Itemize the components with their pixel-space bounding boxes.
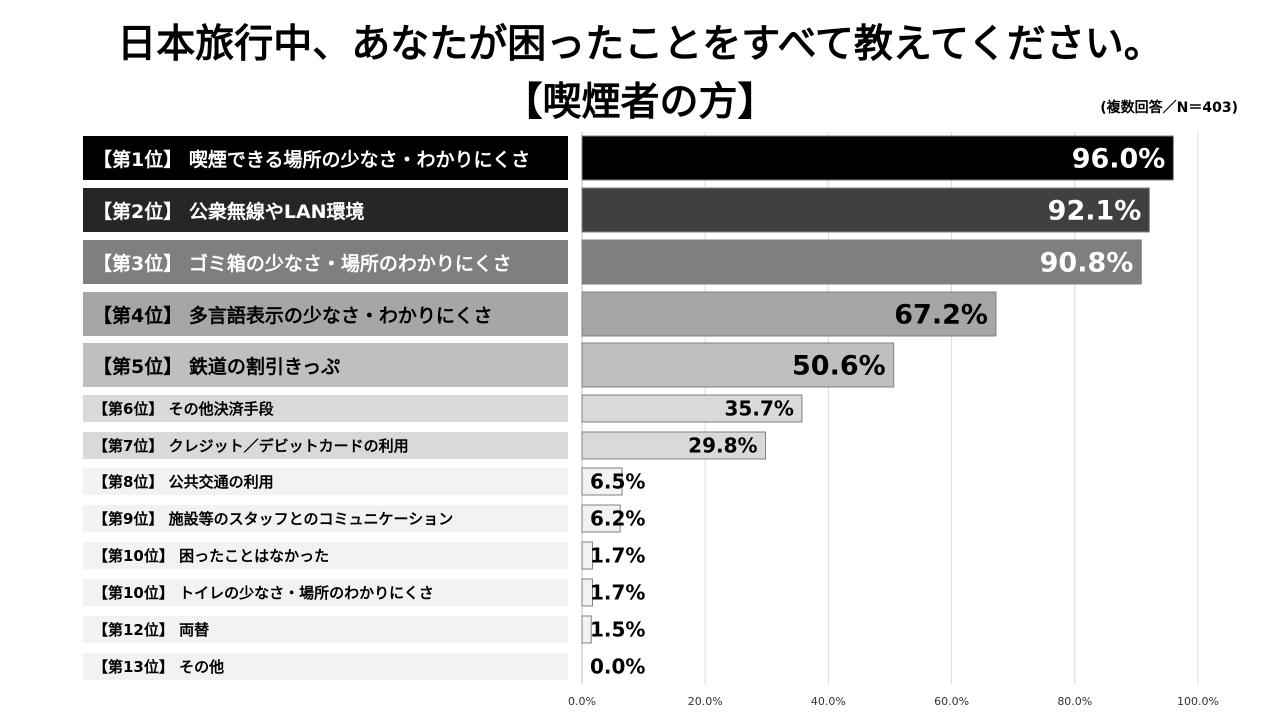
bar <box>581 431 767 460</box>
bar-value-label: 6.5% <box>590 470 645 494</box>
category-label: 【第1位】 喫煙できる場所の少なさ・わかりにくさ <box>83 136 568 180</box>
bar <box>581 504 621 533</box>
bar-value-label: 1.7% <box>590 581 645 605</box>
category-label: 【第5位】 鉄道の割引きっぷ <box>83 343 568 387</box>
x-tick-label: 0.0% <box>568 695 596 708</box>
bar-value-label: 92.1% <box>1048 196 1142 227</box>
category-label: 【第9位】 施設等のスタッフとのコミュニケーション <box>83 505 568 532</box>
category-label: 【第2位】 公衆無線やLAN環境 <box>83 188 568 232</box>
bar <box>581 187 1150 233</box>
bar-value-label: 1.5% <box>590 618 645 642</box>
x-tick-label: 20.0% <box>688 695 723 708</box>
category-label: 【第12位】 両替 <box>83 616 568 643</box>
category-label: 【第8位】 公共交通の利用 <box>83 468 568 495</box>
category-label: 【第3位】 ゴミ箱の少なさ・場所のわかりにくさ <box>83 240 568 284</box>
bar-value-label: 1.7% <box>590 544 645 568</box>
category-label: 【第7位】 クレジット／デビットカードの利用 <box>83 432 568 459</box>
x-tick-label: 40.0% <box>811 695 846 708</box>
category-label: 【第13位】 その他 <box>83 653 568 680</box>
bar <box>581 615 592 644</box>
chart-title: 日本旅行中、あなたが困ったことをすべて教えてください。 <box>117 22 1163 67</box>
bar-value-label: 50.6% <box>792 351 886 382</box>
chart-subtitle: 【喫煙者の方】 <box>503 80 777 125</box>
bar <box>581 394 803 423</box>
bar-value-label: 96.0% <box>1072 144 1166 175</box>
x-tick-label: 80.0% <box>1057 695 1092 708</box>
bar-value-label: 90.8% <box>1040 248 1134 279</box>
bar-value-label: 35.7% <box>725 397 794 421</box>
bar <box>581 342 895 388</box>
bar-value-label: 29.8% <box>688 434 757 458</box>
sample-note: (複数回答／N＝403) <box>1100 100 1238 116</box>
bar <box>581 467 623 496</box>
bar <box>581 541 593 570</box>
bar-value-label: 0.0% <box>590 655 645 679</box>
category-label: 【第4位】 多言語表示の少なさ・わかりにくさ <box>83 292 568 336</box>
bar-value-label: 6.2% <box>590 507 645 531</box>
category-label: 【第6位】 その他決済手段 <box>83 395 568 422</box>
x-tick-label: 60.0% <box>934 695 969 708</box>
bar <box>581 135 1174 181</box>
bar <box>581 291 997 337</box>
category-label: 【第10位】 困ったことはなかった <box>83 542 568 569</box>
bar <box>581 239 1142 285</box>
bar-value-label: 67.2% <box>894 300 988 331</box>
x-tick-label: 100.0% <box>1177 695 1219 708</box>
category-label: 【第10位】 トイレの少なさ・場所のわかりにくさ <box>83 579 568 606</box>
bar <box>581 578 593 607</box>
